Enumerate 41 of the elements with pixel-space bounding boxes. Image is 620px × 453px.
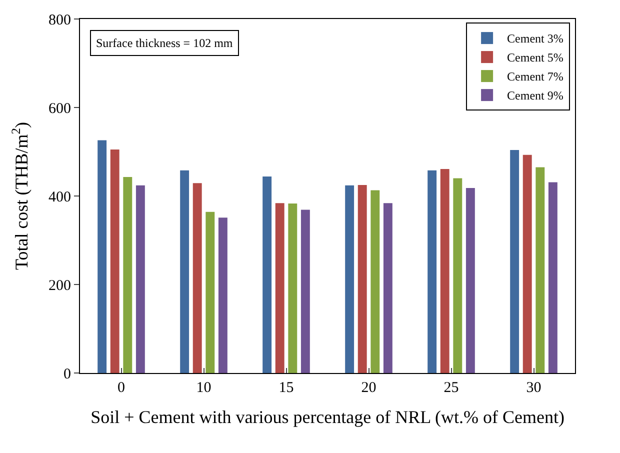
bar — [218, 218, 228, 373]
bar — [440, 169, 450, 373]
bar — [206, 212, 215, 373]
bar — [262, 176, 272, 373]
bar — [345, 185, 354, 373]
bar — [192, 183, 202, 373]
legend-label: Cement 5% — [507, 50, 564, 65]
bar — [300, 210, 310, 373]
x-tick-label: 20 — [361, 380, 376, 396]
bar — [428, 170, 437, 373]
bar — [548, 182, 558, 373]
bar — [370, 190, 380, 373]
legend-label: Cement 9% — [507, 88, 564, 103]
x-axis-title: Soil + Cement with various percentage of NRL (wt.% of Cement) — [90, 407, 564, 428]
annotation: Surface thickness = 102 mm — [96, 36, 234, 50]
bar — [536, 167, 545, 373]
y-tick-label: 400 — [48, 189, 71, 206]
x-tick-label: 25 — [444, 380, 459, 396]
bar — [383, 203, 392, 373]
y-tick-label: 800 — [48, 12, 71, 28]
x-tick-label: 15 — [278, 380, 294, 396]
bar — [510, 150, 520, 373]
bar — [466, 188, 475, 373]
bar — [358, 184, 367, 373]
bar — [180, 170, 190, 373]
x-tick-label: 30 — [526, 380, 542, 396]
bar — [522, 154, 532, 373]
bar — [123, 176, 132, 373]
y-tick-label: 200 — [48, 278, 71, 294]
x-tick-label: 10 — [196, 380, 212, 396]
x-tick-label: 0 — [118, 380, 125, 396]
bar — [110, 150, 120, 373]
legend-label: Cement 7% — [507, 70, 564, 84]
y-tick-label: 600 — [48, 100, 71, 117]
legend-label: Cement 3% — [507, 32, 564, 46]
bar — [275, 203, 284, 373]
bar — [136, 185, 145, 373]
bar — [98, 140, 107, 373]
y-tick-label: 0 — [64, 366, 71, 382]
bar — [453, 178, 462, 373]
bar — [288, 204, 298, 373]
